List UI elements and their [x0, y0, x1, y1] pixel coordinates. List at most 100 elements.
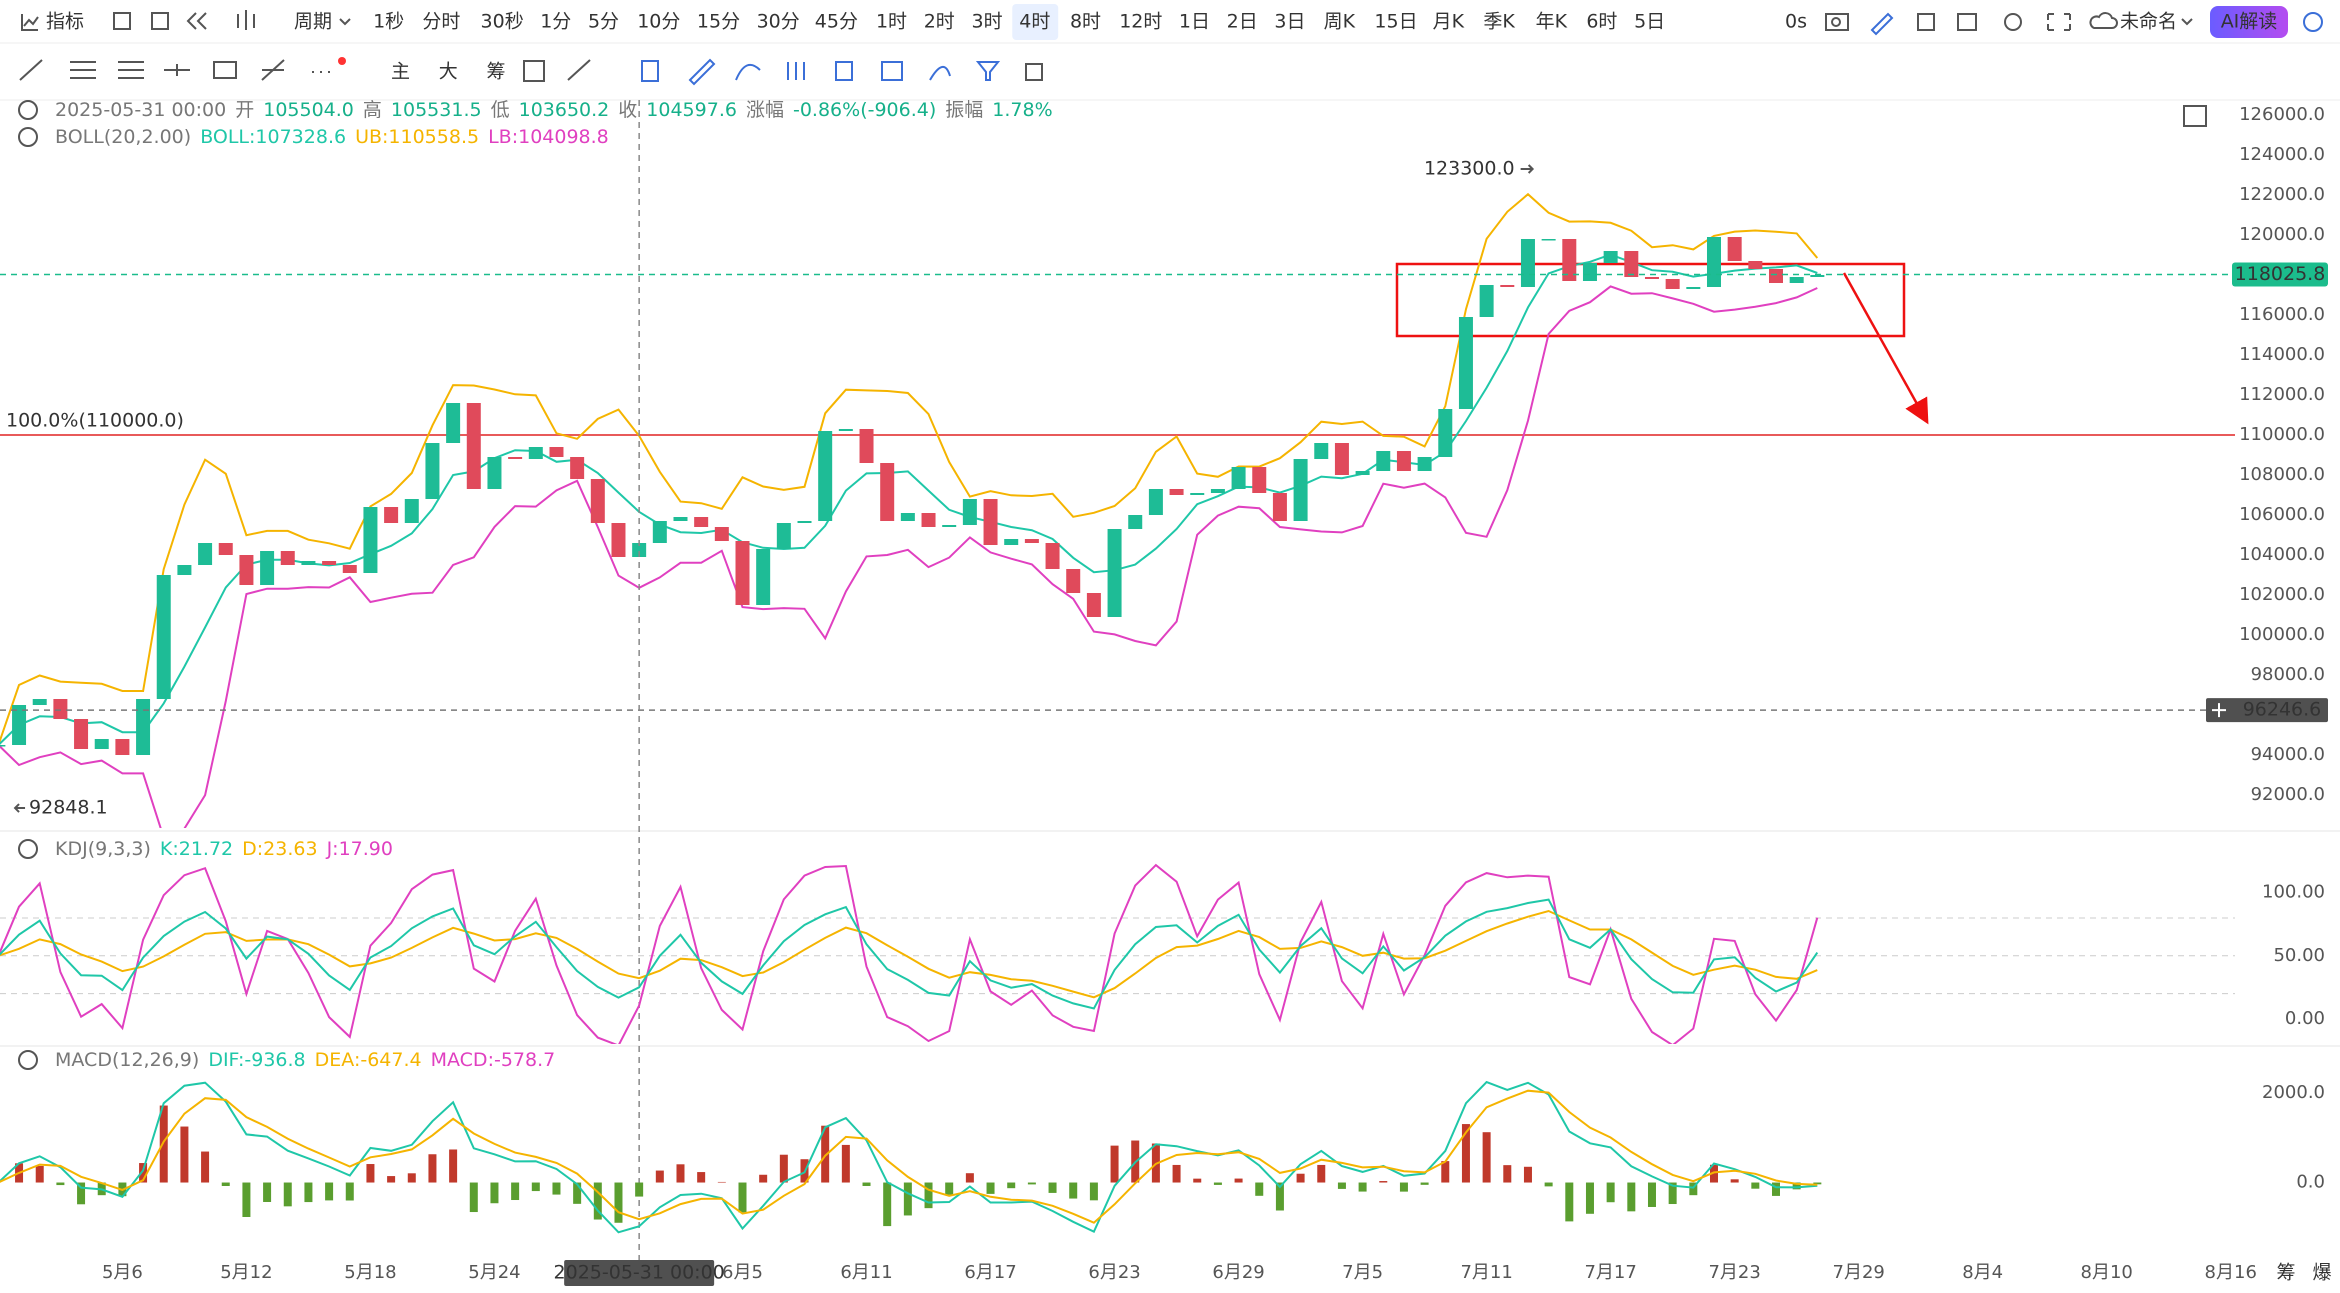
candle-body: [1231, 467, 1246, 489]
header-field: 振幅: [945, 99, 983, 121]
candle-body: [487, 457, 502, 489]
interval-button[interactable]: 5分: [588, 11, 619, 33]
interval-button[interactable]: 3日: [1274, 11, 1305, 33]
macd-bar: [676, 1164, 685, 1183]
icon[interactable]: [113, 12, 131, 30]
interval-button[interactable]: 30分: [757, 11, 800, 33]
interval-button[interactable]: 6时: [1586, 11, 1617, 33]
footer-tab[interactable]: 筹: [2276, 1262, 2295, 1284]
icon[interactable]: [1825, 13, 1849, 31]
interval-button[interactable]: 15分: [697, 11, 740, 33]
icon[interactable]: [1917, 13, 1935, 31]
kdj-line: [0, 898, 1819, 1010]
collapse-icon[interactable]: [18, 1050, 38, 1070]
icon[interactable]: [151, 12, 169, 30]
icon[interactable]: [2047, 13, 2071, 31]
interval-button[interactable]: 季K: [1483, 11, 1515, 33]
candle-body: [1769, 269, 1783, 283]
tool[interactable]: [523, 60, 545, 82]
interval-button[interactable]: 分时: [422, 11, 460, 33]
ai-button[interactable]: [2210, 6, 2288, 38]
tool[interactable]: [164, 64, 190, 76]
candle-body: [962, 499, 977, 525]
tool[interactable]: [641, 60, 659, 82]
candle-body: [466, 403, 481, 489]
period-button[interactable]: 周期: [294, 11, 332, 33]
candle-body: [1789, 277, 1804, 283]
candle-body: [735, 541, 750, 605]
icon[interactable]: [237, 10, 255, 30]
interval-button[interactable]: 3时: [971, 11, 1002, 33]
header-field: DEA:-647.4: [315, 1049, 422, 1071]
tool[interactable]: [567, 59, 591, 81]
y-tick-label: 106000.0: [2239, 504, 2325, 525]
tool[interactable]: [735, 63, 761, 81]
candle-body: [94, 739, 109, 749]
ai-label[interactable]: AI解读: [2221, 11, 2278, 33]
tool[interactable]: [787, 62, 805, 80]
candle-body: [611, 523, 626, 557]
tool[interactable]: [835, 61, 853, 81]
interval-button[interactable]: 12时: [1119, 11, 1162, 33]
tool[interactable]: [929, 66, 951, 81]
interval-button[interactable]: 2日: [1227, 11, 1258, 33]
interval-button[interactable]: 15日: [1374, 11, 1417, 33]
tool[interactable]: [1025, 63, 1043, 81]
interval-button[interactable]: 5日: [1634, 11, 1665, 33]
interval-button[interactable]: 4时: [1019, 11, 1050, 33]
macd-bar: [1482, 1132, 1491, 1183]
header-field: BOLL:107328.6: [200, 126, 346, 148]
interval-button[interactable]: 年K: [1536, 11, 1568, 33]
header-field: 105504.0: [263, 99, 354, 121]
collapse-icon[interactable]: [18, 839, 38, 859]
layout-name[interactable]: 未命名: [2120, 11, 2177, 33]
header-field: 103650.2: [519, 99, 610, 121]
tool[interactable]: [213, 61, 237, 79]
interval-button[interactable]: 1时: [876, 11, 907, 33]
interval-button[interactable]: 周K: [1324, 11, 1356, 33]
indicator-header: 2025-05-31 00:00 开 105504.0 高 105531.5 低 10365…: [55, 99, 1053, 121]
interval-button[interactable]: 10分: [637, 11, 680, 33]
indicator-button[interactable]: 指标: [46, 11, 84, 33]
expand-icon[interactable]: [2183, 105, 2207, 127]
interval-button[interactable]: 45分: [815, 11, 858, 33]
chart-mode[interactable]: 大: [439, 61, 458, 83]
interval-button[interactable]: 1分: [540, 11, 571, 33]
tool[interactable]: [688, 58, 716, 86]
interval-button[interactable]: 2时: [924, 11, 955, 33]
collapse-icon[interactable]: [18, 100, 38, 120]
icon[interactable]: [2303, 12, 2323, 32]
icon[interactable]: [2004, 13, 2022, 31]
red-box-annotation: [1395, 262, 1929, 425]
collapse-icon[interactable]: [18, 127, 38, 147]
macd-bar: [1565, 1182, 1574, 1222]
x-tick-label: 8月4: [1962, 1262, 2003, 1283]
tool[interactable]: [261, 59, 285, 81]
tool[interactable]: [975, 61, 1001, 81]
macd-bar: [965, 1173, 974, 1183]
footer-tab[interactable]: 爆: [2312, 1262, 2331, 1284]
candle-body: [384, 507, 399, 523]
interval-button[interactable]: 月K: [1433, 11, 1465, 33]
tool[interactable]: [19, 59, 43, 81]
y-tick-label: 108000.0: [2239, 464, 2325, 485]
candle-body: [921, 513, 936, 527]
interval-button[interactable]: 8时: [1070, 11, 1101, 33]
tool[interactable]: [70, 61, 96, 79]
header-field: 收: [618, 99, 637, 121]
interval-button[interactable]: 1秒: [373, 11, 404, 33]
candle-body: [280, 551, 295, 565]
interval-button[interactable]: 30秒: [481, 11, 524, 33]
interval-button[interactable]: 1日: [1179, 11, 1210, 33]
candle-body: [260, 551, 275, 585]
x-tick-label: 8月16: [2205, 1262, 2257, 1283]
tool[interactable]: [118, 61, 144, 79]
chart-mode[interactable]: 主: [391, 61, 410, 83]
icon[interactable]: [1957, 13, 1977, 31]
icon[interactable]: [186, 12, 207, 30]
icon[interactable]: [1870, 12, 1894, 36]
candle-body: [1045, 543, 1060, 569]
chart-mode[interactable]: 筹: [486, 61, 505, 83]
tool[interactable]: [881, 61, 903, 81]
candle-body: [1665, 279, 1680, 289]
